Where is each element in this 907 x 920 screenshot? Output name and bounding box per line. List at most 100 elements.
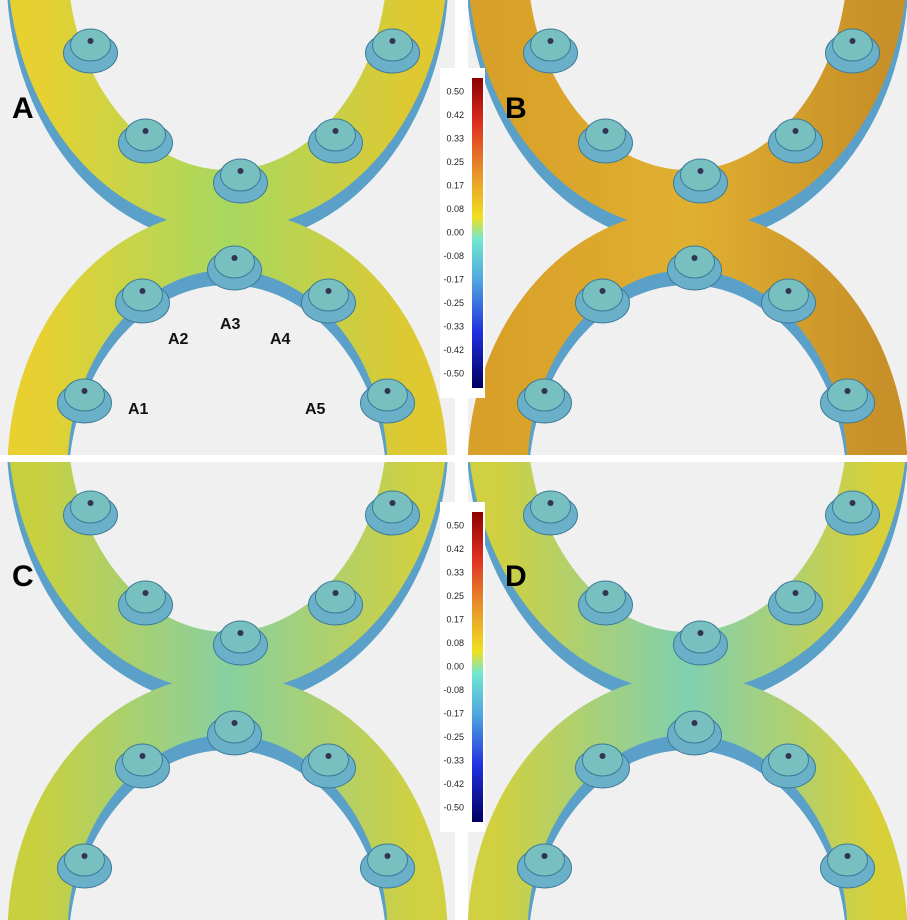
peg [583,744,623,776]
peg-hole [232,255,238,261]
point-label: A2 [168,331,189,348]
scale-tick-label: 0.00 [446,227,464,237]
point-label: A3 [220,316,241,333]
panel [0,0,455,484]
peg-hole [850,500,856,506]
scale-tick-label: -0.08 [443,685,464,695]
peg [769,279,809,311]
scale-tick-label: -0.50 [443,802,464,812]
scale-tick-label: 0.17 [446,180,464,190]
scale-tick-label: -0.25 [443,732,464,742]
peg-hole [140,288,146,294]
panel [468,422,907,920]
peg-hole [692,255,698,261]
peg-hole [333,128,339,134]
peg [373,491,413,523]
peg [215,246,255,278]
peg-hole [88,38,94,44]
peg-hole [786,753,792,759]
color-bar [472,512,483,822]
scale-tick-label: 0.08 [446,638,464,648]
peg [65,844,105,876]
peg-hole [82,853,88,859]
peg-hole [385,853,391,859]
peg [828,844,868,876]
peg [525,379,565,411]
peg-hole [542,388,548,394]
peg-hole [548,500,554,506]
scale-tick-label: 0.42 [446,544,464,554]
peg-hole [326,288,332,294]
scale-tick-label: 0.00 [446,661,464,671]
peg-hole [793,590,799,596]
peg [316,581,356,613]
peg [586,581,626,613]
peg-hole [786,288,792,294]
scale-tick-label: -0.33 [443,755,464,765]
peg-hole [600,753,606,759]
peg [833,29,873,61]
peg [681,621,721,653]
peg [525,844,565,876]
peg-hole [333,590,339,596]
peg [309,279,349,311]
scale-tick-label: 0.33 [446,133,464,143]
peg [316,119,356,151]
scale-tick-label: -0.42 [443,345,464,355]
peg [215,711,255,743]
peg-hole [603,590,609,596]
panel-label: C [12,560,34,593]
scale-tick-label: -0.17 [443,274,464,284]
peg [368,844,408,876]
peg [126,581,166,613]
peg [221,621,261,653]
scale-tick-label: 0.25 [446,157,464,167]
scale-tick-label: 0.17 [446,614,464,624]
scale-tick-label: 0.50 [446,520,464,530]
scale-tick-label: 0.08 [446,204,464,214]
peg [126,119,166,151]
peg-hole [88,500,94,506]
peg [675,711,715,743]
peg-hole [548,38,554,44]
scale-tick-label: -0.17 [443,708,464,718]
scale-tick-label: -0.33 [443,321,464,331]
scale-tick-label: 0.42 [446,110,464,120]
scale-tick-label: 0.50 [446,86,464,96]
peg [828,379,868,411]
peg-hole [603,128,609,134]
peg-hole [850,38,856,44]
peg [531,29,571,61]
scale-tick-label: -0.25 [443,298,464,308]
peg [368,379,408,411]
peg-hole [238,630,244,636]
panel-label: A [12,92,34,125]
panel-label: B [505,92,527,125]
peg-hole [140,753,146,759]
peg [65,379,105,411]
peg [71,29,111,61]
panel [468,0,907,484]
peg-hole [385,388,391,394]
peg [123,279,163,311]
peg [123,744,163,776]
scale-tick-label: -0.08 [443,251,464,261]
peg [675,246,715,278]
figure: ABCDA1A2A3A4A50.500.420.330.250.170.080.… [0,0,907,920]
point-label: A5 [305,401,326,418]
peg [681,159,721,191]
point-label: A4 [270,331,291,348]
peg-hole [692,720,698,726]
scale-tick-label: -0.42 [443,779,464,789]
peg [769,744,809,776]
peg [586,119,626,151]
peg-hole [326,753,332,759]
peg-hole [793,128,799,134]
scale-tick-label: 0.25 [446,591,464,601]
peg [833,491,873,523]
panel-label: D [505,560,527,593]
peg [776,119,816,151]
peg-hole [143,590,149,596]
scale-tick-label: -0.50 [443,368,464,378]
peg [309,744,349,776]
